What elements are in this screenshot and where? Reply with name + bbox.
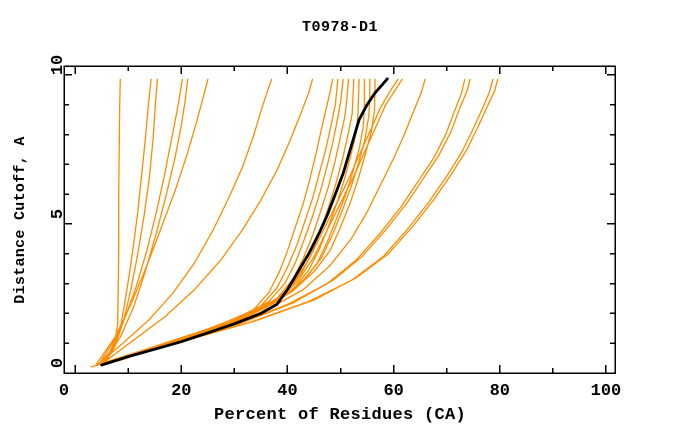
y-axis-label: Distance Cutoff, A [12, 136, 29, 303]
x-tick-label: 20 [171, 382, 191, 401]
x-axis-label: Percent of Residues (CA) [214, 406, 466, 425]
x-tick-label: 40 [277, 382, 297, 401]
chart-title: T0978-D1 [302, 19, 378, 36]
model-curve [101, 78, 314, 365]
model-curves-group [90, 77, 499, 368]
model-curve [98, 78, 121, 365]
model-curve [109, 78, 403, 364]
y-tick-label: 10 [49, 55, 68, 75]
tick-labels-group: 0 20 40 60 80 100 0 5 10 [49, 55, 621, 401]
x-tick-label: 60 [383, 382, 403, 401]
axes-group [63, 65, 616, 374]
y-tick-label: 5 [49, 209, 68, 219]
x-tick-label: 100 [591, 382, 622, 401]
reference-curve [100, 77, 389, 367]
model-curve [122, 78, 499, 359]
plot-border [63, 65, 616, 374]
x-tick-label: 80 [490, 382, 510, 401]
model-curve [98, 78, 344, 365]
model-curve [103, 78, 189, 364]
model-curve [101, 78, 152, 365]
model-curve [95, 78, 209, 365]
model-curve [103, 78, 159, 365]
model-curve [116, 78, 471, 362]
model-curve [95, 78, 273, 367]
y-tick-label: 0 [49, 358, 68, 368]
x-tick-label: 0 [59, 382, 69, 401]
